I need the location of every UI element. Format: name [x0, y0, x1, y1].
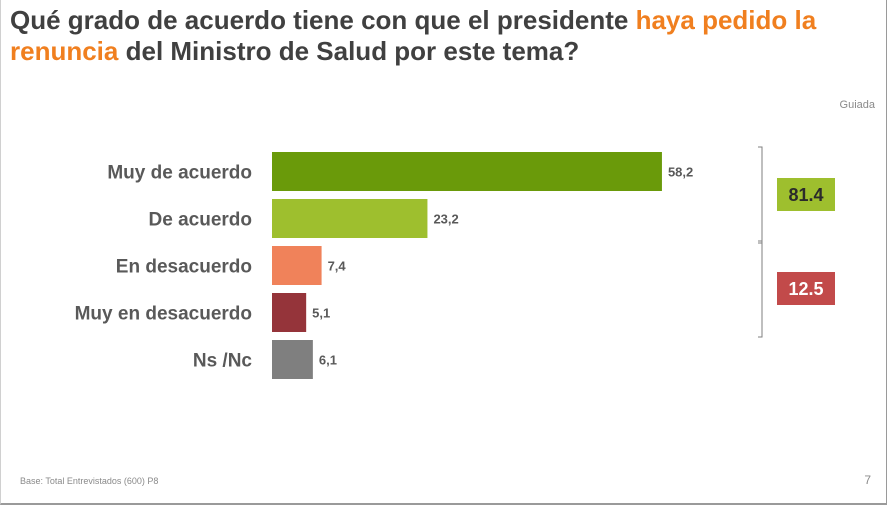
title-highlight: haya pedido la renuncia — [10, 5, 817, 66]
summary-box — [777, 178, 835, 211]
group-bracket — [758, 240, 763, 338]
title-part-2: del Ministro de Salud por este tema? — [118, 36, 580, 66]
title-part-1: Qué grado de acuerdo tiene con que el pr… — [10, 5, 636, 35]
summary-value: 12.5 — [788, 279, 823, 299]
bar — [272, 293, 307, 332]
value-label: 23,2 — [433, 212, 458, 227]
value-label: 7,4 — [328, 259, 347, 274]
bar — [272, 152, 662, 191]
summary-value: 81.4 — [788, 185, 823, 205]
value-label: 58,2 — [668, 165, 693, 180]
value-label: 5,1 — [312, 306, 330, 321]
category-label: De acuerdo — [149, 210, 252, 231]
footer-note: Base: Total Entrevistados (600) P8 — [20, 476, 159, 486]
summary-box — [777, 272, 835, 305]
category-label: En desacuerdo — [116, 257, 252, 278]
category-label: Ns /Nc — [193, 351, 253, 372]
chart-subtitle: Guiada — [839, 99, 875, 111]
category-label: Muy en desacuerdo — [75, 304, 252, 325]
bar — [272, 246, 322, 285]
bar — [272, 340, 313, 379]
value-label: 6,1 — [319, 353, 337, 368]
group-bracket — [758, 146, 763, 244]
page-title: Qué grado de acuerdo tiene con que el pr… — [10, 5, 880, 67]
page-number: 7 — [864, 473, 871, 487]
bar — [272, 199, 428, 238]
category-label: Muy de acuerdo — [107, 163, 252, 184]
